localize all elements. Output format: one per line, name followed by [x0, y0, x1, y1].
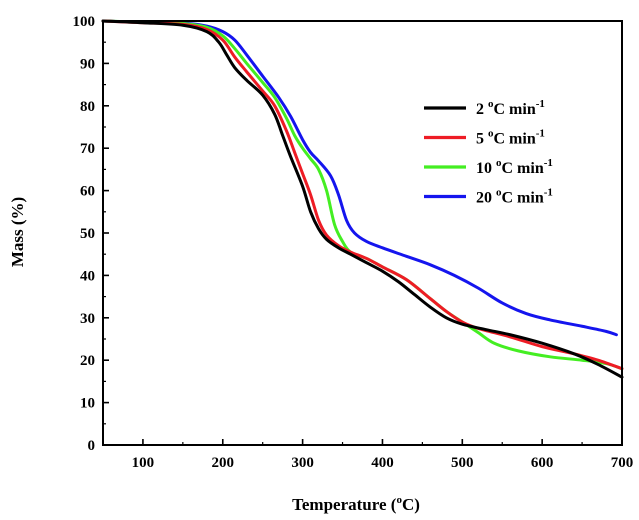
legend-rate-value: 10 — [476, 160, 496, 177]
x-axis-title-unit: C) — [402, 495, 420, 514]
legend-unit: C min — [502, 190, 544, 207]
y-tick-label: 60 — [80, 184, 95, 200]
x-axis-title-degree: o — [396, 494, 402, 506]
legend-exponent: -1 — [544, 187, 553, 199]
x-axis-title: Temperature (oC) — [292, 494, 420, 514]
y-tick-label: 80 — [80, 99, 95, 115]
x-tick-label: 200 — [212, 455, 235, 471]
legend-label: 2 oC min-1 — [476, 98, 545, 118]
legend-degree: o — [488, 128, 494, 140]
x-tick-label: 400 — [371, 455, 394, 471]
legend-rate-value: 2 — [476, 101, 488, 118]
x-tick-label: 600 — [531, 455, 554, 471]
x-axis-ticks: 100 200 300 400 500 600 700 — [102, 439, 634, 471]
x-tick-label: 500 — [451, 455, 474, 471]
legend-degree: o — [488, 98, 494, 110]
legend-item: 10 oC min-1 — [424, 157, 553, 177]
legend-item: 2 oC min-1 — [424, 98, 545, 118]
x-axis-title-main: Temperature ( — [292, 495, 397, 514]
legend-label: 5 oC min-1 — [476, 128, 545, 148]
y-tick-label: 50 — [80, 226, 95, 242]
legend-unit: C min — [494, 131, 536, 148]
plot-lines — [101, 19, 624, 379]
series-line-20-c-per-min — [101, 19, 618, 337]
legend-label: 10 oC min-1 — [476, 157, 553, 177]
y-tick-label: 30 — [80, 311, 95, 327]
legend-degree: o — [496, 187, 502, 199]
y-axis-title: Mass (%) — [8, 197, 27, 267]
y-tick-label: 70 — [80, 141, 95, 157]
y-tick-label: 0 — [88, 438, 96, 454]
y-tick-label: 100 — [73, 14, 96, 30]
y-tick-label: 90 — [80, 56, 95, 72]
legend-degree: o — [496, 157, 502, 169]
legend-unit: C min — [502, 160, 544, 177]
y-tick-label: 40 — [80, 268, 95, 284]
legend-exponent: -1 — [544, 157, 553, 169]
legend-item: 5 oC min-1 — [424, 128, 545, 148]
y-tick-label: 10 — [80, 396, 95, 412]
legend-item: 20 oC min-1 — [424, 187, 553, 207]
x-tick-label: 700 — [611, 455, 634, 471]
plot-frame — [102, 20, 623, 446]
legend: 2 oC min-15 oC min-110 oC min-120 oC min… — [424, 98, 553, 207]
y-tick-label: 20 — [80, 353, 95, 369]
series-line-2-c-per-min — [101, 19, 624, 379]
legend-exponent: -1 — [536, 98, 545, 110]
legend-rate-value: 20 — [476, 190, 496, 207]
legend-label: 20 oC min-1 — [476, 187, 553, 207]
legend-rate-value: 5 — [476, 131, 488, 148]
x-tick-label: 300 — [291, 455, 314, 471]
legend-unit: C min — [494, 101, 536, 118]
x-tick-label: 100 — [132, 455, 155, 471]
y-axis-ticks: 0 10 20 30 40 50 60 70 80 90 100 — [73, 14, 109, 454]
legend-exponent: -1 — [536, 128, 545, 140]
series-line-10-c-per-min — [101, 19, 624, 371]
